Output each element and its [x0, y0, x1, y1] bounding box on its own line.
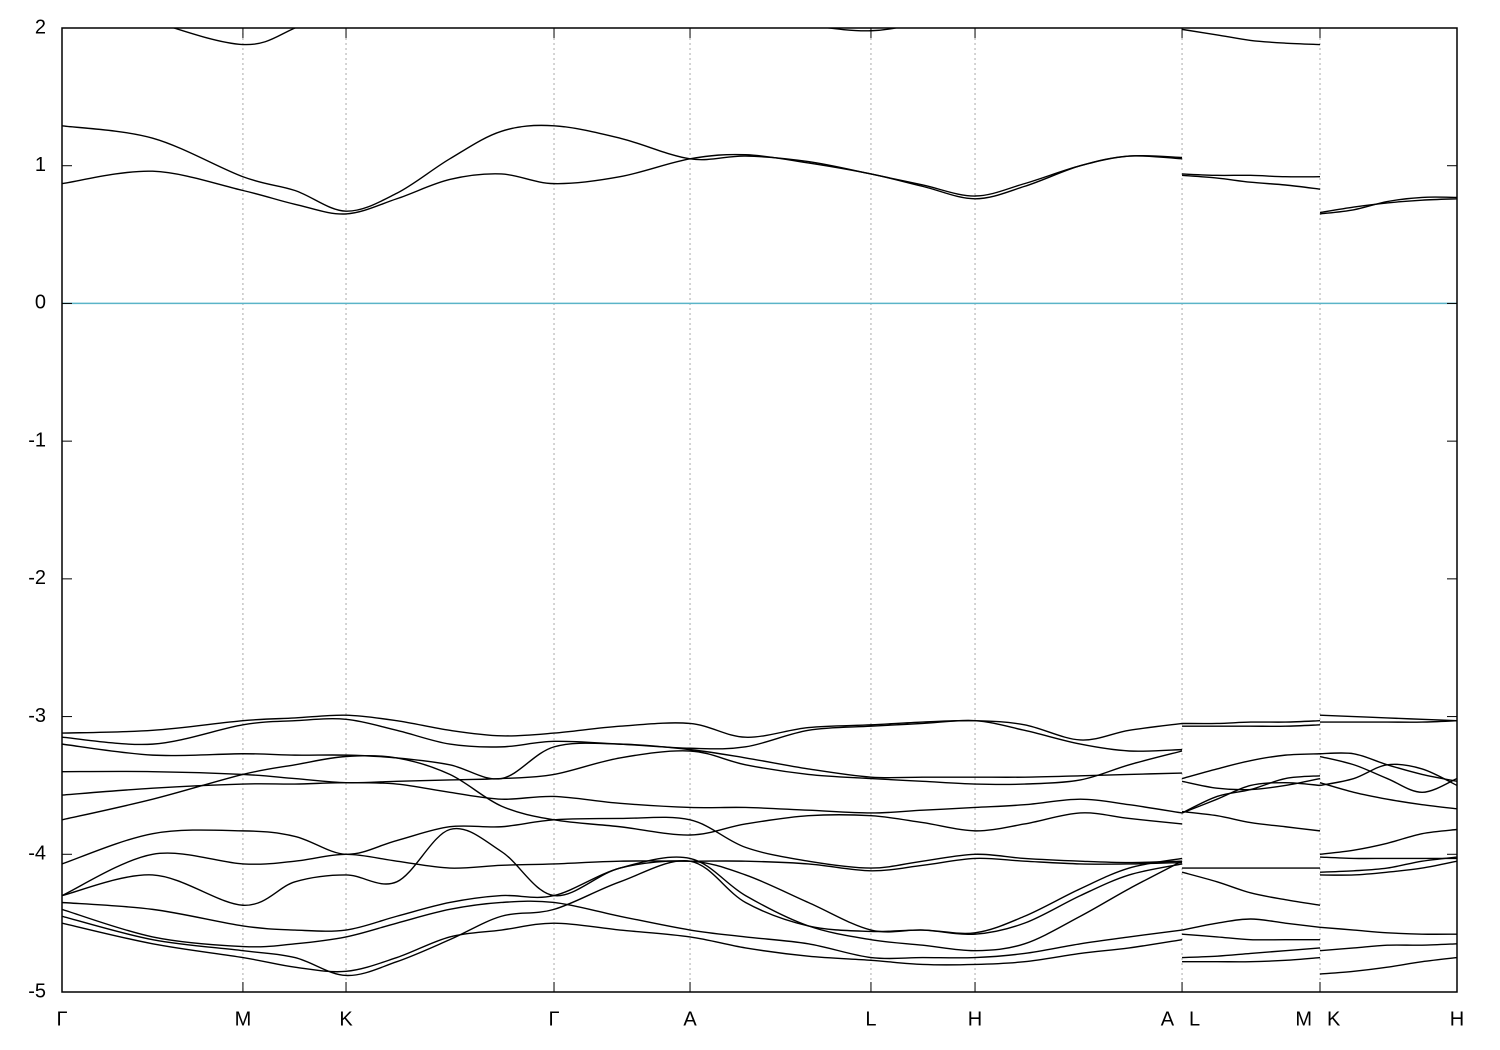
ticks: 210-1-2-3-4-5Γ M K Γ A L H A L M K H: [28, 16, 1464, 1030]
x-tick-label: A: [1161, 1008, 1175, 1030]
band-line: [62, 153, 1457, 215]
band-line: [62, 742, 1457, 782]
band-line: [62, 718, 1457, 752]
x-tick-label: L: [865, 1008, 876, 1030]
band-line: [62, 856, 1457, 952]
plot-frame: [61, 27, 1458, 993]
y-tick-label: -4: [28, 843, 46, 865]
y-tick-label: -2: [28, 567, 46, 589]
y-tick-label: -1: [28, 429, 46, 451]
x-tick-label: L: [1189, 1008, 1200, 1030]
band-line: [62, 922, 1457, 973]
x-tick-label: Γ: [549, 1008, 560, 1030]
x-tick-label: H: [968, 1008, 982, 1030]
x-tick-label: H: [1450, 1008, 1464, 1030]
x-tick-label: A: [683, 1008, 697, 1030]
y-tick-label: 1: [35, 154, 46, 176]
band-line: [62, 816, 1457, 869]
x-tick-label: Γ: [56, 1008, 67, 1030]
band-line: [62, 124, 1457, 215]
x-tick-label: M: [235, 1008, 252, 1030]
band-line: [62, 810, 1457, 936]
band-line: [62, 763, 1457, 814]
y-tick-label: 0: [35, 292, 46, 314]
y-tick-label: -3: [28, 705, 46, 727]
band-line: [62, 852, 1457, 906]
y-tick-label: -5: [28, 980, 46, 1002]
band-line: [62, 900, 1457, 960]
band-line: [62, 714, 1457, 741]
band-line: [62, 754, 1457, 836]
grid: [61, 28, 1458, 992]
bands: [62, 28, 1457, 977]
band-line: [171, 28, 1321, 46]
x-tick-label: K: [339, 1008, 353, 1030]
x-tick-label: M: [1295, 1008, 1312, 1030]
y-tick-label: 2: [35, 16, 46, 38]
band-line: [62, 857, 1457, 977]
x-tick-label: K: [1327, 1008, 1341, 1030]
